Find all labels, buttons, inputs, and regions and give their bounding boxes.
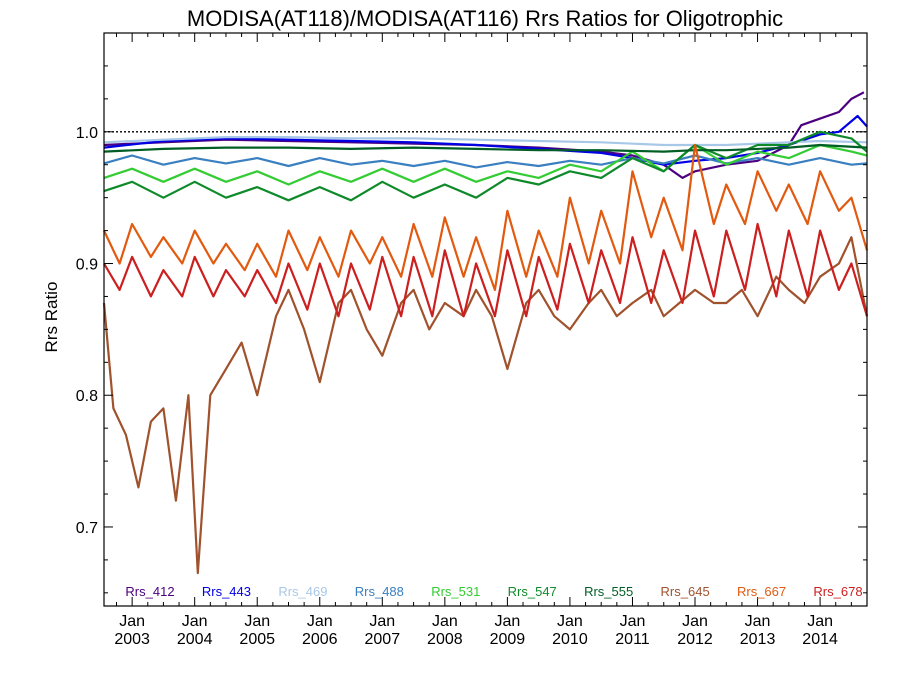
x-tick-label-month: Jan [557, 613, 583, 630]
x-tick-label-year: 2012 [677, 631, 713, 648]
legend-entry-rrs-547: Rrs_547 [508, 584, 557, 599]
legend-entry-rrs-555: Rrs_555 [584, 584, 633, 599]
legend-entry-rrs-488: Rrs_488 [355, 584, 404, 599]
x-tick-label-year: 2003 [114, 631, 150, 648]
series-line-rrs-469 [103, 136, 868, 147]
x-tick-label-year: 2006 [302, 631, 338, 648]
x-tick-label-month: Jan [244, 613, 270, 630]
x-tick-label-month: Jan [494, 613, 520, 630]
x-tick-label-year: 2013 [740, 631, 776, 648]
series-line-rrs-678 [103, 222, 869, 318]
x-tick-label-month: Jan [807, 613, 833, 630]
x-tick-label-year: 2010 [552, 631, 588, 648]
legend-entry-rrs-531: Rrs_531 [431, 584, 480, 599]
series-line-rrs-555 [103, 143, 868, 153]
series-line-rrs-667 [103, 143, 869, 291]
x-tick-label-month: Jan [307, 613, 333, 630]
series-line-rrs-645 [102, 236, 869, 575]
x-tick-label-year: 2007 [365, 631, 401, 648]
y-axis-ticks: 0.7 0.8 0.9 1.0 [76, 65, 867, 594]
x-tick-label-year: 2009 [490, 631, 526, 648]
x-tick-label-year: 2005 [239, 631, 275, 648]
legend-entry-rrs-443: Rrs_443 [202, 584, 251, 599]
y-tick-label: 0.7 [76, 520, 98, 537]
x-tick-label-month: Jan [432, 613, 458, 630]
chart-title: MODISA(AT118)/MODISA(AT116) Rrs Ratios f… [187, 6, 783, 31]
y-axis-label: Rrs Ratio [42, 282, 61, 353]
series-line-rrs-547 [103, 130, 868, 202]
x-tick-label-month: Jan [745, 613, 771, 630]
legend-entry-rrs-469: Rrs_469 [278, 584, 327, 599]
y-tick-label: 1.0 [76, 125, 98, 142]
x-tick-label-year: 2014 [802, 631, 838, 648]
legend-entry-rrs-412: Rrs_412 [125, 584, 174, 599]
x-tick-label-month: Jan [620, 613, 646, 630]
plot-frame [103, 32, 868, 607]
x-tick-label-month: Jan [182, 613, 208, 630]
x-axis-ticks: Jan2003Jan2004Jan2005Jan2006Jan2007Jan20… [114, 33, 852, 648]
legend-entry-rrs-645: Rrs_645 [661, 584, 710, 599]
x-tick-label-month: Jan [682, 613, 708, 630]
x-tick-label-month: Jan [119, 613, 145, 630]
x-tick-label-year: 2004 [177, 631, 213, 648]
series-line-rrs-531 [103, 143, 868, 186]
x-tick-label-year: 2011 [615, 631, 650, 648]
legend: Rrs_412 Rrs_443 Rrs_469 Rrs_488 Rrs_531 Rrs_5… [125, 584, 862, 599]
y-tick-label: 0.8 [76, 388, 98, 405]
series-layer [102, 91, 869, 575]
x-tick-label-year: 2008 [427, 631, 463, 648]
series-line-rrs-488 [103, 154, 868, 169]
x-tick-label-month: Jan [369, 613, 395, 630]
legend-entry-rrs-678: Rrs_678 [813, 584, 862, 599]
y-tick-label: 0.9 [76, 257, 98, 274]
legend-entry-rrs-667: Rrs_667 [737, 584, 786, 599]
